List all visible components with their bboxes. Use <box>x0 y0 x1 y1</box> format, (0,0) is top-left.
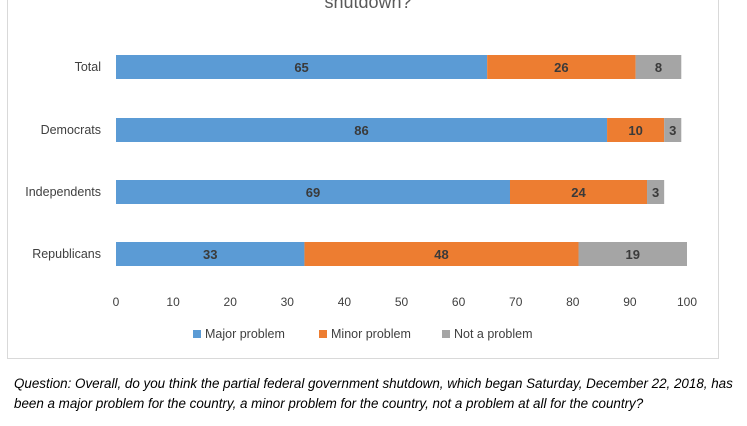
category-label: Independents <box>25 185 101 199</box>
legend-label: Major problem <box>205 327 285 341</box>
legend-label: Not a problem <box>454 327 533 341</box>
data-label: 3 <box>652 185 659 200</box>
bar-minor-problem-republicans <box>304 242 579 266</box>
chart-frame: shutdown? 65 26 8 86 10 3 69 24 3 33 48 19 Total Dem… <box>7 0 719 359</box>
bar-minor-problem-total <box>487 55 636 79</box>
legend-item: Not a problem <box>442 327 533 341</box>
bar-major-problem-republicans <box>116 242 305 266</box>
data-label: 26 <box>554 60 568 75</box>
category-label: Democrats <box>41 123 101 137</box>
x-tick-label: 50 <box>395 295 409 309</box>
stacked-bar-chart: shutdown? 65 26 886 10 369 24 333 48 19 TotalDem… <box>25 0 698 341</box>
legend-label: Minor problem <box>331 327 411 341</box>
data-label: 48 <box>434 247 448 262</box>
x-tick-label: 20 <box>224 295 238 309</box>
question-caption: Question: Overall, do you think the part… <box>14 376 733 411</box>
data-label: 8 <box>655 60 662 75</box>
bar-major-problem-total <box>116 55 488 79</box>
data-label: 24 <box>571 185 586 200</box>
data-label: 3 <box>669 123 676 138</box>
bar-major-problem-independents <box>116 180 510 204</box>
data-labels-layer: 65 26 886 10 369 24 333 48 19 <box>203 60 676 262</box>
legend-swatch <box>319 330 327 338</box>
bar-not-a-problem-independents <box>647 180 665 204</box>
data-label: 33 <box>203 247 217 262</box>
data-label: 86 <box>354 123 368 138</box>
bar-not-a-problem-total <box>635 55 682 79</box>
bar-not-a-problem-democrats <box>664 118 682 142</box>
x-tick-label: 40 <box>338 295 352 309</box>
category-labels-layer: Total Democrats Independents Republicans <box>25 60 101 261</box>
x-tick-label: 70 <box>509 295 523 309</box>
x-tick-label: 0 <box>113 295 120 309</box>
x-tick-label: 60 <box>452 295 466 309</box>
category-label: Republicans <box>32 247 101 261</box>
data-label: 19 <box>626 247 640 262</box>
data-label: 69 <box>306 185 320 200</box>
x-tick-label: 100 <box>677 295 697 309</box>
legend-swatch <box>442 330 450 338</box>
legend-item: Major problem <box>193 327 285 341</box>
bar-minor-problem-democrats <box>607 118 665 142</box>
legend-item: Minor problem <box>319 327 411 341</box>
legend: Major problem Minor problem Not a problem <box>193 327 533 341</box>
chart-title: shutdown? <box>324 0 411 12</box>
legend-swatch <box>193 330 201 338</box>
bar-major-problem-democrats <box>116 118 608 142</box>
data-label: 10 <box>628 123 642 138</box>
x-tick-label: 80 <box>566 295 580 309</box>
bars-layer <box>116 55 687 266</box>
bar-not-a-problem-republicans <box>578 242 687 266</box>
bar-minor-problem-independents <box>509 180 648 204</box>
data-label: 65 <box>294 60 308 75</box>
x-tick-label: 30 <box>281 295 295 309</box>
x-tick-label: 90 <box>623 295 637 309</box>
x-tick-label: 10 <box>166 295 180 309</box>
category-label: Total <box>75 60 101 74</box>
x-axis-ticks-layer: 0 10 20 30 40 50 60 70 80 90 100 <box>113 295 698 309</box>
